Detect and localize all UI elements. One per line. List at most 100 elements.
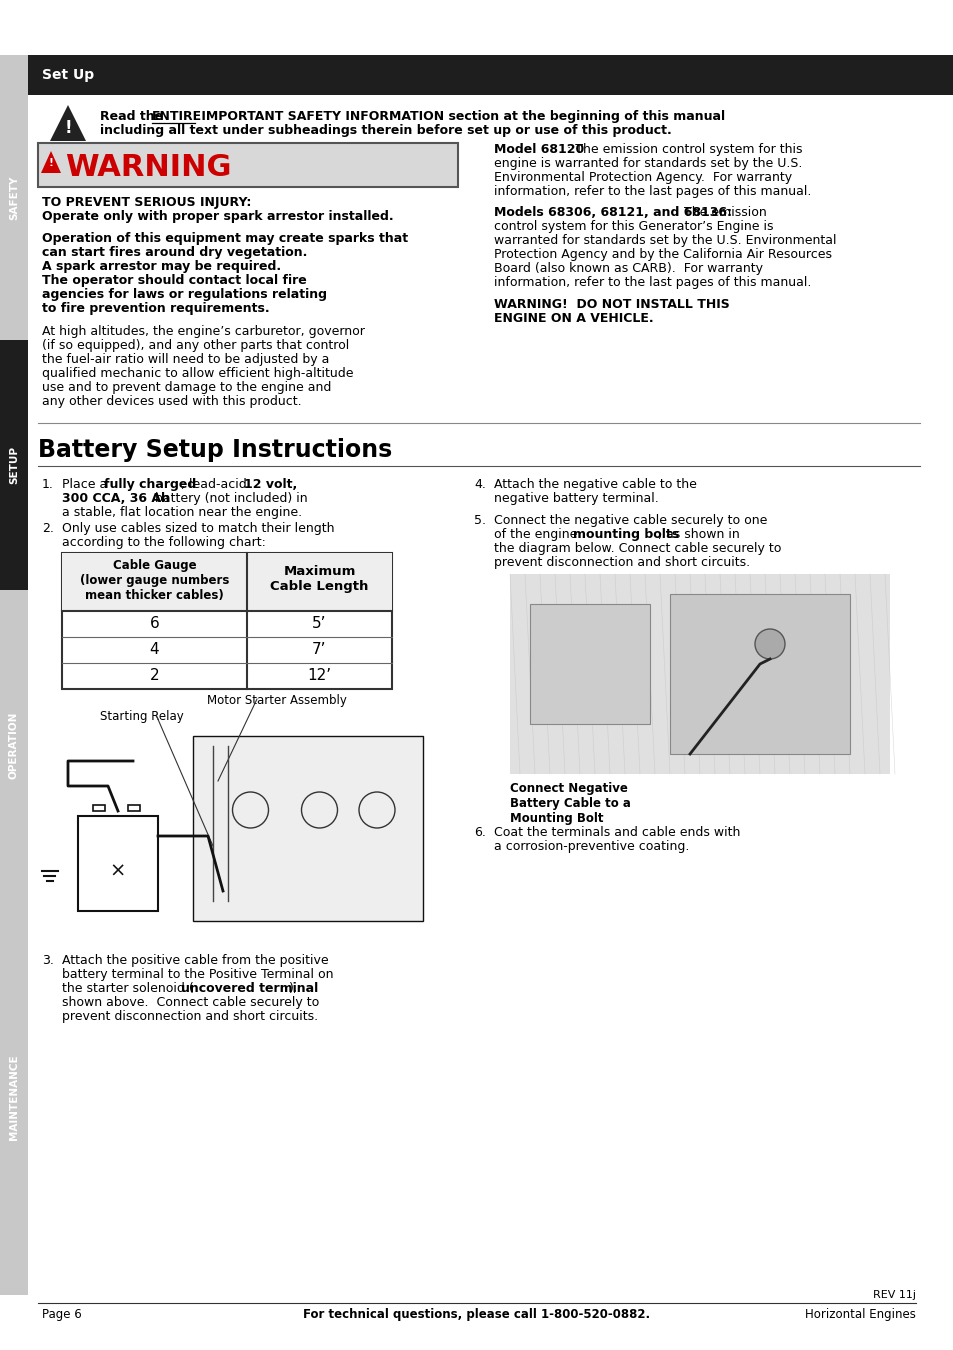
Bar (62, 554, 392, 688)
Text: The emission: The emission (679, 207, 766, 219)
Text: Connect Negative
Battery Cable to a
Mounting Bolt: Connect Negative Battery Cable to a Moun… (510, 782, 630, 825)
Bar (28, 55, 953, 94)
Text: shown above.  Connect cable securely to: shown above. Connect cable securely to (62, 996, 319, 1008)
Text: warranted for standards set by the U.S. Environmental: warranted for standards set by the U.S. … (494, 234, 836, 247)
Text: ENGINE ON A VEHICLE.: ENGINE ON A VEHICLE. (494, 312, 653, 325)
Text: 12 volt,: 12 volt, (244, 478, 297, 491)
Bar (530, 603, 649, 724)
Text: 5’: 5’ (312, 617, 327, 632)
Text: can start fires around dry vegetation.: can start fires around dry vegetation. (42, 246, 307, 259)
Text: 300 CCA, 36 Ah: 300 CCA, 36 Ah (62, 491, 170, 505)
Text: use and to prevent damage to the engine and: use and to prevent damage to the engine … (42, 381, 331, 394)
Text: Place a: Place a (62, 478, 112, 491)
Text: information, refer to the last pages of this manual.: information, refer to the last pages of … (494, 185, 810, 198)
Text: a corrosion-preventive coating.: a corrosion-preventive coating. (494, 840, 689, 853)
Text: ),: ), (289, 981, 297, 995)
Text: according to the following chart:: according to the following chart: (62, 536, 266, 549)
Text: 6: 6 (150, 617, 159, 632)
Bar (128, 805, 140, 811)
Text: REV 11j: REV 11j (872, 1291, 915, 1300)
Text: At high altitudes, the engine’s carburetor, governor: At high altitudes, the engine’s carburet… (42, 325, 364, 338)
Text: the diagram below. Connect cable securely to: the diagram below. Connect cable securel… (494, 541, 781, 555)
Text: Operate only with proper spark arrestor installed.: Operate only with proper spark arrestor … (42, 211, 394, 223)
Text: , as shown in: , as shown in (658, 528, 739, 541)
Bar (0, 55, 28, 340)
Text: to fire prevention requirements.: to fire prevention requirements. (42, 302, 270, 315)
Text: Board (also known as CARB).  For warranty: Board (also known as CARB). For warranty (494, 262, 762, 275)
Text: : The emission control system for this: : The emission control system for this (566, 143, 801, 157)
Text: 7’: 7’ (312, 643, 327, 657)
Bar (0, 590, 28, 900)
Text: Maximum
Cable Length: Maximum Cable Length (270, 566, 368, 593)
Text: Operation of this equipment may create sparks that: Operation of this equipment may create s… (42, 232, 408, 244)
Text: any other devices used with this product.: any other devices used with this product… (42, 396, 301, 408)
Text: 3.: 3. (42, 954, 53, 967)
Polygon shape (41, 151, 61, 173)
Text: TO PREVENT SERIOUS INJURY:: TO PREVENT SERIOUS INJURY: (42, 196, 251, 209)
Text: Attach the positive cable from the positive: Attach the positive cable from the posit… (62, 954, 328, 967)
Text: fully charged: fully charged (104, 478, 196, 491)
Text: of the engine: of the engine (494, 528, 580, 541)
Text: ×: × (110, 863, 126, 882)
Text: !: ! (64, 119, 71, 136)
Text: prevent disconnection and short circuits.: prevent disconnection and short circuits… (494, 556, 749, 568)
Text: agencies for laws or regulations relating: agencies for laws or regulations relatin… (42, 288, 327, 301)
Text: battery terminal to the Positive Terminal on: battery terminal to the Positive Termina… (62, 968, 334, 981)
Text: the starter solenoid (: the starter solenoid ( (62, 981, 193, 995)
Bar (92, 805, 105, 811)
Bar (38, 143, 457, 188)
Text: OPERATION: OPERATION (9, 711, 19, 779)
Bar (669, 594, 849, 755)
Text: Only use cables sized to match their length: Only use cables sized to match their len… (62, 522, 335, 535)
Text: Connect the negative cable securely to one: Connect the negative cable securely to o… (494, 514, 766, 526)
Text: Coat the terminals and cable ends with: Coat the terminals and cable ends with (494, 826, 740, 838)
Text: For technical questions, please call 1-800-520-0882.: For technical questions, please call 1-8… (303, 1308, 650, 1322)
Text: 12’: 12’ (307, 668, 332, 683)
Bar (62, 554, 392, 612)
Bar (193, 736, 422, 921)
Text: the fuel-air ratio will need to be adjusted by a: the fuel-air ratio will need to be adjus… (42, 352, 329, 366)
Circle shape (754, 629, 784, 659)
Bar (510, 574, 889, 774)
Text: a stable, flat location near the engine.: a stable, flat location near the engine. (62, 506, 302, 518)
Text: 4: 4 (150, 643, 159, 657)
Text: ENTIRE: ENTIRE (152, 109, 202, 123)
Text: 6.: 6. (474, 826, 485, 838)
Text: 5.: 5. (474, 514, 485, 526)
Text: The operator should contact local fire: The operator should contact local fire (42, 274, 307, 288)
Text: engine is warranted for standards set by the U.S.: engine is warranted for standards set by… (494, 157, 801, 170)
Text: (if so equipped), and any other parts that control: (if so equipped), and any other parts th… (42, 339, 349, 352)
Text: 2.: 2. (42, 522, 53, 535)
Text: WARNING: WARNING (65, 153, 232, 181)
Text: Model 68120: Model 68120 (494, 143, 583, 157)
Text: Models 68306, 68121, and 68136:: Models 68306, 68121, and 68136: (494, 207, 731, 219)
Text: 1.: 1. (42, 478, 53, 491)
Text: MAINTENANCE: MAINTENANCE (9, 1054, 19, 1141)
Text: Starting Relay: Starting Relay (100, 710, 184, 724)
Text: !: ! (49, 158, 53, 167)
Text: Set Up: Set Up (42, 68, 94, 82)
Text: Attach the negative cable to the: Attach the negative cable to the (494, 478, 696, 491)
Text: Read the: Read the (100, 109, 168, 123)
Text: Horizontal Engines: Horizontal Engines (804, 1308, 915, 1322)
Text: SETUP: SETUP (9, 446, 19, 485)
Text: mounting bolts: mounting bolts (573, 528, 679, 541)
Text: qualified mechanic to allow efficient high-altitude: qualified mechanic to allow efficient hi… (42, 367, 354, 379)
Text: IMPORTANT SAFETY INFORMATION section at the beginning of this manual: IMPORTANT SAFETY INFORMATION section at … (196, 109, 724, 123)
Text: 2: 2 (150, 668, 159, 683)
Text: , lead-acid: , lead-acid (181, 478, 251, 491)
Text: A spark arrestor may be required.: A spark arrestor may be required. (42, 261, 281, 273)
Text: Protection Agency and by the California Air Resources: Protection Agency and by the California … (494, 248, 831, 261)
Text: information, refer to the last pages of this manual.: information, refer to the last pages of … (494, 275, 810, 289)
Text: Environmental Protection Agency.  For warranty: Environmental Protection Agency. For war… (494, 171, 791, 184)
Bar (0, 340, 28, 590)
Bar (78, 815, 158, 911)
Text: Motor Starter Assembly: Motor Starter Assembly (207, 694, 347, 707)
Text: prevent disconnection and short circuits.: prevent disconnection and short circuits… (62, 1010, 317, 1023)
Text: Cable Gauge
(lower gauge numbers
mean thicker cables): Cable Gauge (lower gauge numbers mean th… (80, 559, 229, 602)
Text: 4.: 4. (474, 478, 485, 491)
Bar (0, 900, 28, 1295)
Text: WARNING!  DO NOT INSTALL THIS: WARNING! DO NOT INSTALL THIS (494, 298, 729, 311)
Text: negative battery terminal.: negative battery terminal. (494, 491, 659, 505)
Text: including all text under subheadings therein before set up or use of this produc: including all text under subheadings the… (100, 124, 671, 136)
